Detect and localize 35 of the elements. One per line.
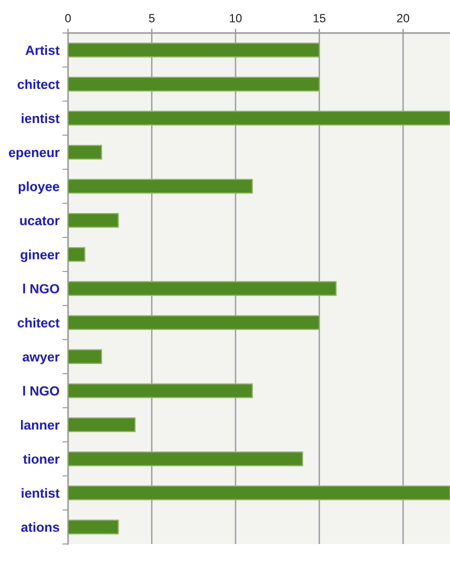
bar (68, 383, 253, 398)
y-tick-label: ations (21, 522, 60, 532)
bar (68, 520, 119, 534)
y-tick-label: awyer (22, 354, 60, 364)
x-tick-label: 10 (230, 14, 242, 22)
y-tick-label: ientist (22, 113, 60, 124)
y-tick-label: chitect (18, 318, 60, 328)
bar (68, 178, 253, 194)
bar (68, 281, 337, 296)
y-tick-label: chitect (18, 79, 60, 90)
bar (68, 451, 304, 466)
bar (68, 349, 102, 364)
y-tick-label: Artist (26, 45, 60, 55)
bar (68, 247, 86, 262)
y-tick-label: tioner (23, 454, 60, 464)
x-tick-label: 0 (65, 14, 71, 22)
y-tick-label: lanner (20, 420, 60, 430)
bar (68, 42, 320, 58)
bar (68, 213, 119, 228)
bar (68, 486, 450, 500)
x-tick-label: 15 (314, 14, 326, 22)
bar (68, 417, 136, 432)
bar (68, 144, 102, 160)
bar (68, 76, 320, 92)
x-tick-label: 5 (148, 14, 155, 22)
y-tick-label: epeneur (8, 150, 60, 160)
y-tick-label: l NGO (23, 386, 60, 396)
bar (68, 110, 450, 126)
y-tick-label: l NGO (23, 284, 60, 294)
y-tick-label: gineer (20, 250, 60, 262)
x-tick-label: 20 (397, 14, 410, 22)
y-tick-label: ployee (18, 182, 60, 194)
bar (68, 315, 320, 330)
y-tick-label: ucator (20, 216, 60, 226)
y-tick-label: ientist (22, 488, 60, 498)
